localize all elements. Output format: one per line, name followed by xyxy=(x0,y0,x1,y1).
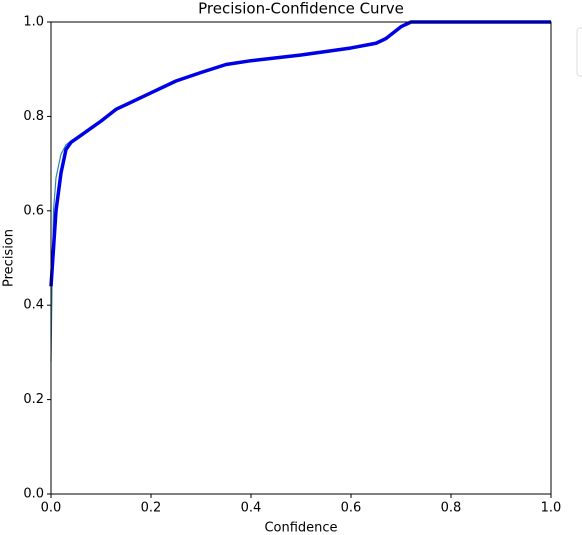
x-tick-label: 0.4 xyxy=(241,501,262,516)
y-tick-label: 0.6 xyxy=(23,203,44,218)
y-tick-label: 0.2 xyxy=(23,392,44,407)
y-tick-label: 0.4 xyxy=(23,298,44,313)
x-tick-label: 1.0 xyxy=(541,501,562,516)
legend-box xyxy=(576,27,582,77)
plot-frame xyxy=(50,21,552,495)
line-series xyxy=(50,21,551,362)
x-axis-label: Confidence xyxy=(264,521,337,535)
x-tick-label: 0.0 xyxy=(41,501,62,516)
y-tick-label: 0.0 xyxy=(23,487,44,502)
y-tick-label: 0.8 xyxy=(23,109,44,124)
x-tick-label: 0.8 xyxy=(441,501,462,516)
line-series xyxy=(49,20,551,287)
chart-title: Precision-Confidence Curve xyxy=(198,0,404,18)
x-tick-label: 0.6 xyxy=(341,501,362,516)
y-tick-label: 1.0 xyxy=(23,15,44,30)
x-tick-label: 0.2 xyxy=(141,501,162,516)
y-axis-label: Precision xyxy=(2,229,17,287)
